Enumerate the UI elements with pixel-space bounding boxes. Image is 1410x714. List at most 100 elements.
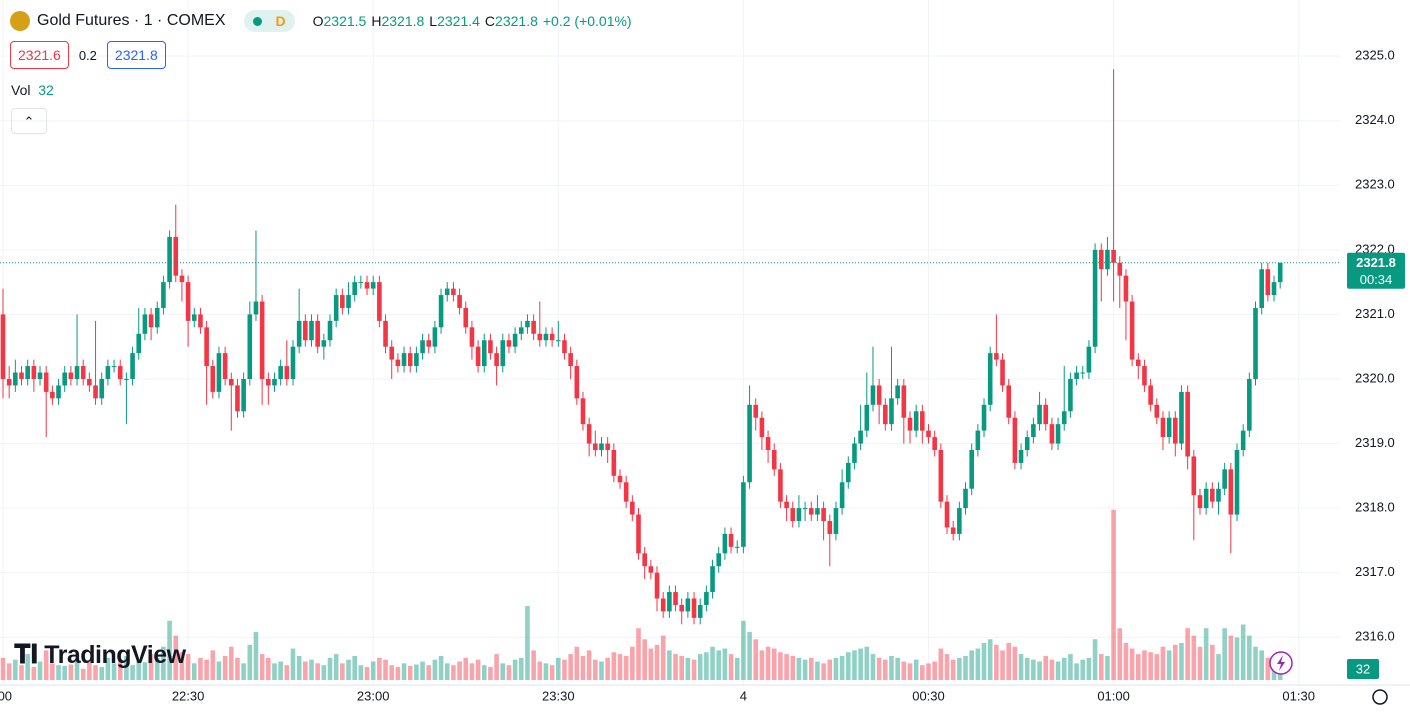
volume-bar (185, 654, 191, 680)
candle-body (198, 314, 203, 328)
volume-bar (370, 661, 376, 680)
volume-bar (235, 657, 240, 680)
candle-body (765, 437, 771, 450)
candle-body (167, 236, 172, 283)
volume-bar (704, 652, 709, 680)
volume-bar (654, 644, 660, 680)
volume-bar (228, 646, 234, 680)
y-tick-label: 2319.0 (1355, 435, 1395, 450)
candle-body (802, 508, 808, 510)
candle-body (1086, 346, 1092, 373)
candle-body (771, 449, 777, 470)
candle-body (1061, 411, 1067, 425)
candle-body (716, 553, 722, 567)
candle-body (1197, 495, 1203, 509)
ohlc-c: C2321.8 (485, 13, 538, 29)
candle-body (1012, 417, 1018, 463)
candle-body (957, 508, 962, 534)
volume-bar (1000, 650, 1005, 680)
candle-body (741, 482, 746, 547)
y-tick-label: 2318.0 (1355, 500, 1395, 515)
candle-body (401, 353, 407, 367)
volume-bar (272, 663, 277, 680)
header: Gold Futures · 1 · COMEX D O2321.5 H2321… (10, 8, 637, 34)
volume-bar (531, 650, 536, 680)
volume-legend: Vol 32 (11, 82, 54, 98)
candle-body (340, 295, 345, 308)
volume-bar (488, 667, 493, 680)
label: O (312, 13, 324, 29)
volume-bar (383, 659, 388, 680)
candle-body (1092, 249, 1098, 347)
candle-body (111, 366, 117, 368)
candle-body (488, 340, 493, 354)
volume-bar (444, 663, 450, 680)
candle-body (907, 417, 913, 431)
candle-body (1055, 424, 1061, 444)
market-status[interactable]: D (243, 10, 295, 32)
candle-body (1037, 404, 1042, 425)
volume-bar (216, 661, 222, 680)
candle-body (895, 385, 900, 399)
candle-body (1247, 378, 1252, 431)
collapse-button[interactable]: ⌃ (11, 108, 47, 134)
volume-bar (938, 648, 944, 680)
volume-bar (679, 655, 684, 680)
volume-bar (296, 655, 302, 680)
candle-body (235, 385, 240, 412)
volume-bar (599, 661, 604, 680)
volume-bar (648, 648, 654, 680)
candle-body (56, 385, 61, 399)
volume-bar (870, 654, 876, 680)
candle-body (62, 372, 67, 386)
value: 32 (38, 82, 54, 98)
volume-bar (913, 659, 919, 680)
candle-body (920, 411, 925, 431)
candle-body (463, 307, 469, 328)
bid[interactable]: 2321.6 (10, 41, 69, 69)
volume-bar (636, 628, 641, 680)
y-tick-label: 2316.0 (1355, 629, 1395, 644)
volume-bar (895, 657, 900, 680)
volume-bar (1154, 654, 1160, 680)
volume-bar (222, 655, 228, 680)
ohlc-h: H2321.8 (371, 13, 424, 29)
volume-bar (1259, 650, 1264, 680)
y-tick-label: 2321.0 (1355, 306, 1395, 321)
ask[interactable]: 2321.8 (106, 41, 166, 69)
candle-body (617, 475, 623, 483)
y-tick-label: 2324.0 (1355, 112, 1395, 127)
candle-body (944, 501, 950, 528)
volume-bar (1012, 646, 1018, 680)
candle-body (710, 566, 715, 593)
candle-body (420, 340, 425, 354)
volume-bar (549, 665, 555, 680)
volume-bar (1086, 657, 1092, 680)
candle-body (827, 521, 833, 534)
candle-body (247, 314, 253, 379)
value: 2321.8 (495, 13, 538, 29)
symbol-title[interactable]: Gold Futures · 1 · COMEX (37, 12, 226, 29)
candle-body (704, 592, 709, 605)
volume-bar (1203, 628, 1209, 680)
volume-bar (1043, 655, 1049, 680)
volume-tag-value: 32 (1356, 661, 1370, 676)
label: Vol (11, 82, 31, 98)
volume-bar (179, 652, 185, 680)
candle-body (130, 353, 135, 379)
candle-body (1080, 372, 1086, 374)
x-tick-label: 01:00 (1097, 688, 1130, 703)
volume-bar (568, 654, 573, 680)
candle-body (950, 527, 956, 534)
candle-body (451, 288, 456, 296)
value: 2321.8 (381, 13, 425, 29)
candle-body (253, 301, 259, 315)
y-tick-label: 2325.0 (1355, 48, 1395, 63)
volume-bar (1197, 646, 1203, 680)
candle-body (525, 320, 530, 328)
candle-body (31, 366, 37, 379)
candle-body (778, 469, 783, 502)
candle-body (1216, 488, 1221, 502)
volume-bar (833, 657, 839, 680)
